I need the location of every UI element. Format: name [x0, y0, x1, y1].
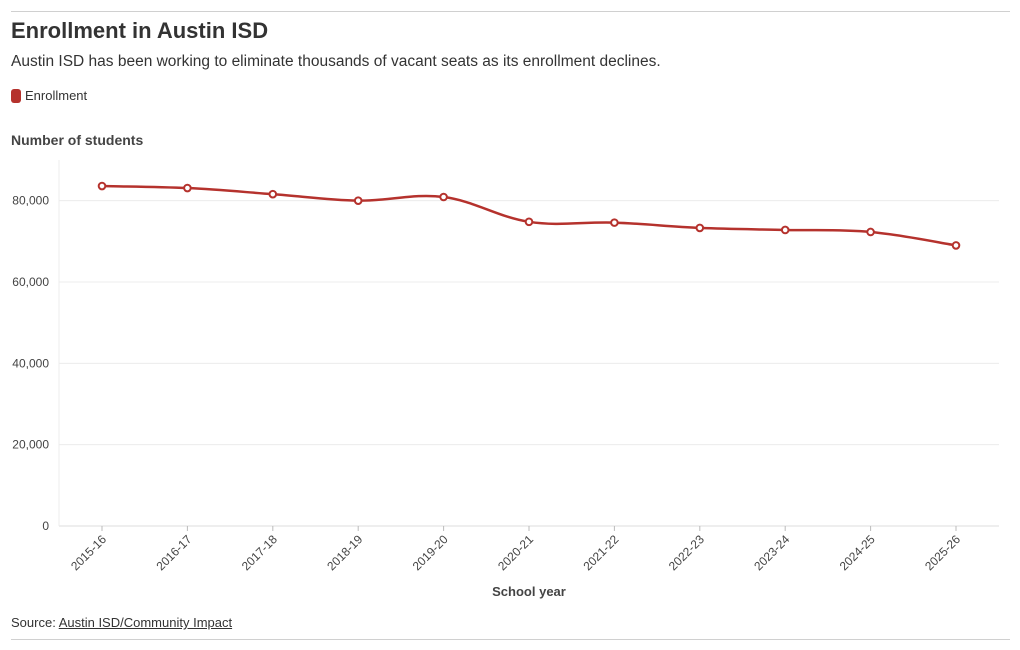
series-line-enrollment [101, 184, 957, 247]
data-point [695, 223, 705, 233]
data-point [97, 181, 107, 191]
y-tick-label: 80,000 [12, 194, 49, 208]
x-tick-label: 2016-17 [153, 532, 194, 573]
chart-title: Enrollment in Austin ISD [11, 18, 269, 43]
x-tick-label: 2023-24 [751, 532, 792, 573]
y-axis-title: Number of students [11, 132, 144, 148]
data-point [183, 183, 192, 193]
y-tick-label: 20,000 [12, 438, 49, 452]
data-point [268, 189, 278, 199]
legend-label: Enrollment [25, 88, 88, 103]
y-tick-label: 40,000 [12, 356, 49, 370]
data-point [866, 227, 875, 237]
y-tick-label: 0 [42, 519, 49, 533]
x-tick-label: 2020-21 [495, 532, 536, 573]
source-link[interactable]: Austin ISD/Community Impact [58, 615, 233, 630]
source-line: Source: Austin ISD/Community Impact [11, 615, 232, 630]
x-tick-label: 2021-22 [580, 532, 621, 573]
data-point [524, 217, 534, 227]
x-tick-label: 2025-26 [922, 532, 963, 573]
data-point [353, 196, 363, 205]
data-point [780, 225, 790, 235]
x-axis-title: School year [492, 584, 566, 599]
data-point [610, 218, 619, 227]
data-point [951, 241, 961, 250]
y-tick-label: 60,000 [12, 275, 49, 289]
data-point [439, 192, 448, 202]
chart-subtitle: Austin ISD has been working to eliminate… [11, 53, 661, 70]
x-tick-label: 2017-18 [239, 532, 280, 573]
x-tick-label: 2022-23 [666, 532, 707, 573]
bottom-divider [11, 639, 1010, 640]
x-tick-label: 2015-16 [68, 532, 109, 573]
legend-swatch [11, 88, 21, 103]
legend: Enrollment [11, 88, 87, 103]
source-prefix: Source: [11, 615, 59, 630]
x-tick-label: 2024-25 [837, 532, 878, 573]
x-tick-label: 2018-19 [324, 532, 365, 573]
line-chart: 0 20,000 40,000 60,000 80,000 2015-16 2016-17 2… [12, 160, 999, 599]
x-tick-label: 2019-20 [410, 532, 451, 573]
top-divider [11, 11, 1010, 12]
